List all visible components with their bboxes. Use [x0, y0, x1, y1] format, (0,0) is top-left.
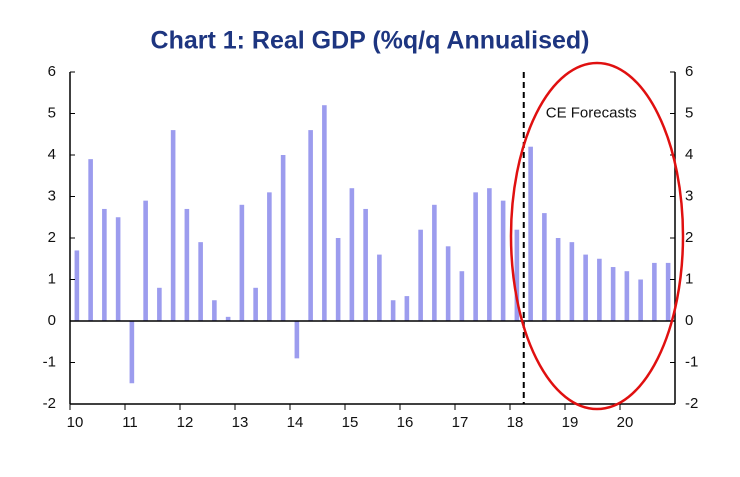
- bar: [88, 159, 93, 321]
- bar: [115, 217, 121, 321]
- x-tick-label: 15: [342, 414, 359, 431]
- bar: [170, 130, 176, 321]
- y2-tick-label: 1: [685, 270, 693, 287]
- chart-title: Chart 1: Real GDP (%q/q Annualised): [151, 27, 590, 55]
- y-tick-label: 6: [48, 63, 56, 80]
- x-tick-label: 13: [232, 414, 249, 431]
- bar: [390, 300, 396, 321]
- bar: [445, 246, 451, 321]
- y2-tick-label: 6: [685, 63, 693, 80]
- bar: [597, 258, 602, 321]
- bar: [184, 208, 190, 321]
- x-tick-label: 11: [122, 414, 138, 431]
- bar: [212, 300, 217, 321]
- y2-tick-label: 0: [685, 312, 693, 329]
- y-tick-label: 1: [48, 270, 56, 287]
- x-tick-label: 10: [67, 414, 84, 431]
- bar: [624, 271, 630, 321]
- y-tick-label: 3: [48, 187, 56, 204]
- bar: [253, 287, 258, 321]
- y2-tick-label: 4: [685, 146, 693, 163]
- y2-tick-label: 2: [685, 229, 693, 246]
- bar: [418, 229, 423, 321]
- x-tick-label: 17: [452, 414, 469, 431]
- bar: [514, 229, 520, 321]
- bar: [143, 200, 148, 321]
- bar: [129, 321, 135, 384]
- bar: [555, 238, 561, 321]
- bar: [363, 208, 368, 321]
- bar: [432, 204, 437, 321]
- highlight-ellipse: [509, 61, 685, 411]
- bar: [349, 188, 355, 321]
- bar: [528, 146, 533, 321]
- x-tick-label: 12: [177, 414, 194, 431]
- y2-tick-label: 5: [685, 104, 693, 121]
- y2-tick-label: -1: [685, 353, 698, 370]
- x-tick-label: 20: [617, 414, 634, 431]
- bar: [487, 188, 492, 321]
- annotation: CE Forecasts: [546, 104, 637, 121]
- bar: [638, 279, 643, 321]
- x-tick-label: 18: [507, 414, 524, 431]
- y-tick-label: 0: [48, 312, 56, 329]
- bar: [335, 238, 341, 321]
- x-tick-label: 16: [397, 414, 414, 431]
- y-tick-label: 5: [48, 104, 56, 121]
- y-tick-label: 4: [48, 146, 56, 163]
- bar: [74, 250, 80, 321]
- bar: [459, 271, 465, 321]
- x-tick-label: 19: [562, 414, 579, 431]
- y2-tick-label: -2: [685, 395, 698, 412]
- y-tick-label: -2: [43, 395, 56, 412]
- bar: [583, 254, 588, 321]
- bar: [308, 130, 313, 321]
- bar: [610, 267, 616, 321]
- bar: [665, 262, 671, 321]
- bar: [377, 254, 382, 321]
- y2-tick-label: 3: [685, 187, 693, 204]
- x-tick-label: 14: [287, 414, 304, 431]
- bar: [473, 192, 478, 321]
- y-tick-label: -1: [43, 353, 56, 370]
- bar: [225, 316, 231, 321]
- bar: [198, 242, 203, 321]
- bar: [500, 200, 506, 321]
- bar: [322, 105, 327, 321]
- bar: [280, 155, 286, 321]
- y-tick-label: 2: [48, 229, 56, 246]
- bar: [267, 192, 272, 321]
- bar: [652, 262, 657, 321]
- bar: [102, 208, 107, 321]
- bar: [404, 296, 410, 321]
- bar: [157, 287, 162, 321]
- bar: [569, 242, 575, 321]
- bar: [294, 321, 300, 359]
- bar: [542, 213, 547, 321]
- bar: [239, 204, 245, 321]
